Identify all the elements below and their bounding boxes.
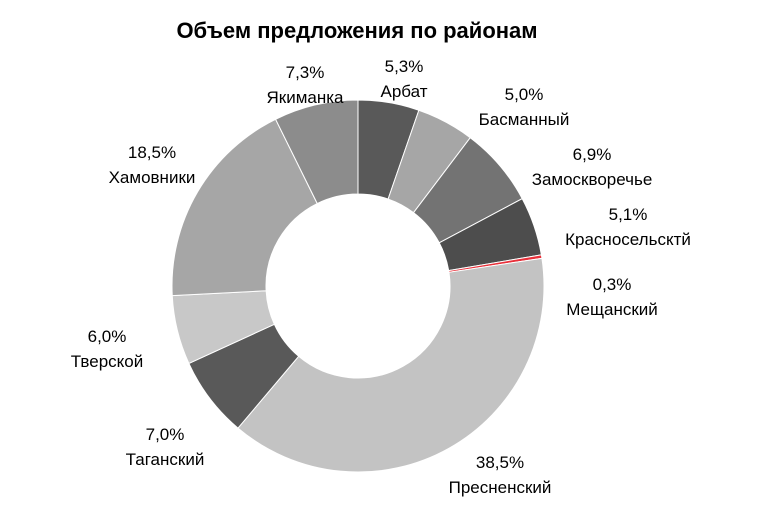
slice-value-label: 5,0% — [505, 85, 544, 104]
slice-category-label: Красносельсктй — [565, 230, 691, 249]
slice-category-label: Тверской — [71, 352, 143, 371]
slice-value-label: 7,3% — [286, 63, 325, 82]
slice-9 — [171, 118, 318, 297]
slice-value-label: 0,3% — [593, 275, 632, 294]
chart-title: Объем предложения по районам — [176, 18, 537, 43]
slice-value-label: 5,1% — [609, 205, 648, 224]
slice-category-label: Якиманка — [266, 88, 344, 107]
slice-category-label: Таганский — [126, 450, 205, 469]
slice-value-label: 7,0% — [146, 425, 185, 444]
slice-value-label: 18,5% — [128, 143, 176, 162]
slice-value-label: 6,0% — [88, 327, 127, 346]
donut-slices — [171, 99, 545, 473]
slice-value-label: 6,9% — [573, 145, 612, 164]
slice-category-label: Пресненский — [449, 478, 552, 497]
slice-10 — [274, 99, 359, 205]
slice-category-label: Басманный — [479, 110, 570, 129]
slice-value-label: 38,5% — [476, 453, 524, 472]
slice-6 — [237, 257, 545, 473]
slice-value-label: 5,3% — [385, 57, 424, 76]
slice-category-label: Замоскворечье — [532, 170, 653, 189]
slice-category-label: Мещанский — [566, 300, 658, 319]
slice-category-label: Хамовники — [109, 168, 196, 187]
slice-category-label: Арбат — [380, 82, 427, 101]
